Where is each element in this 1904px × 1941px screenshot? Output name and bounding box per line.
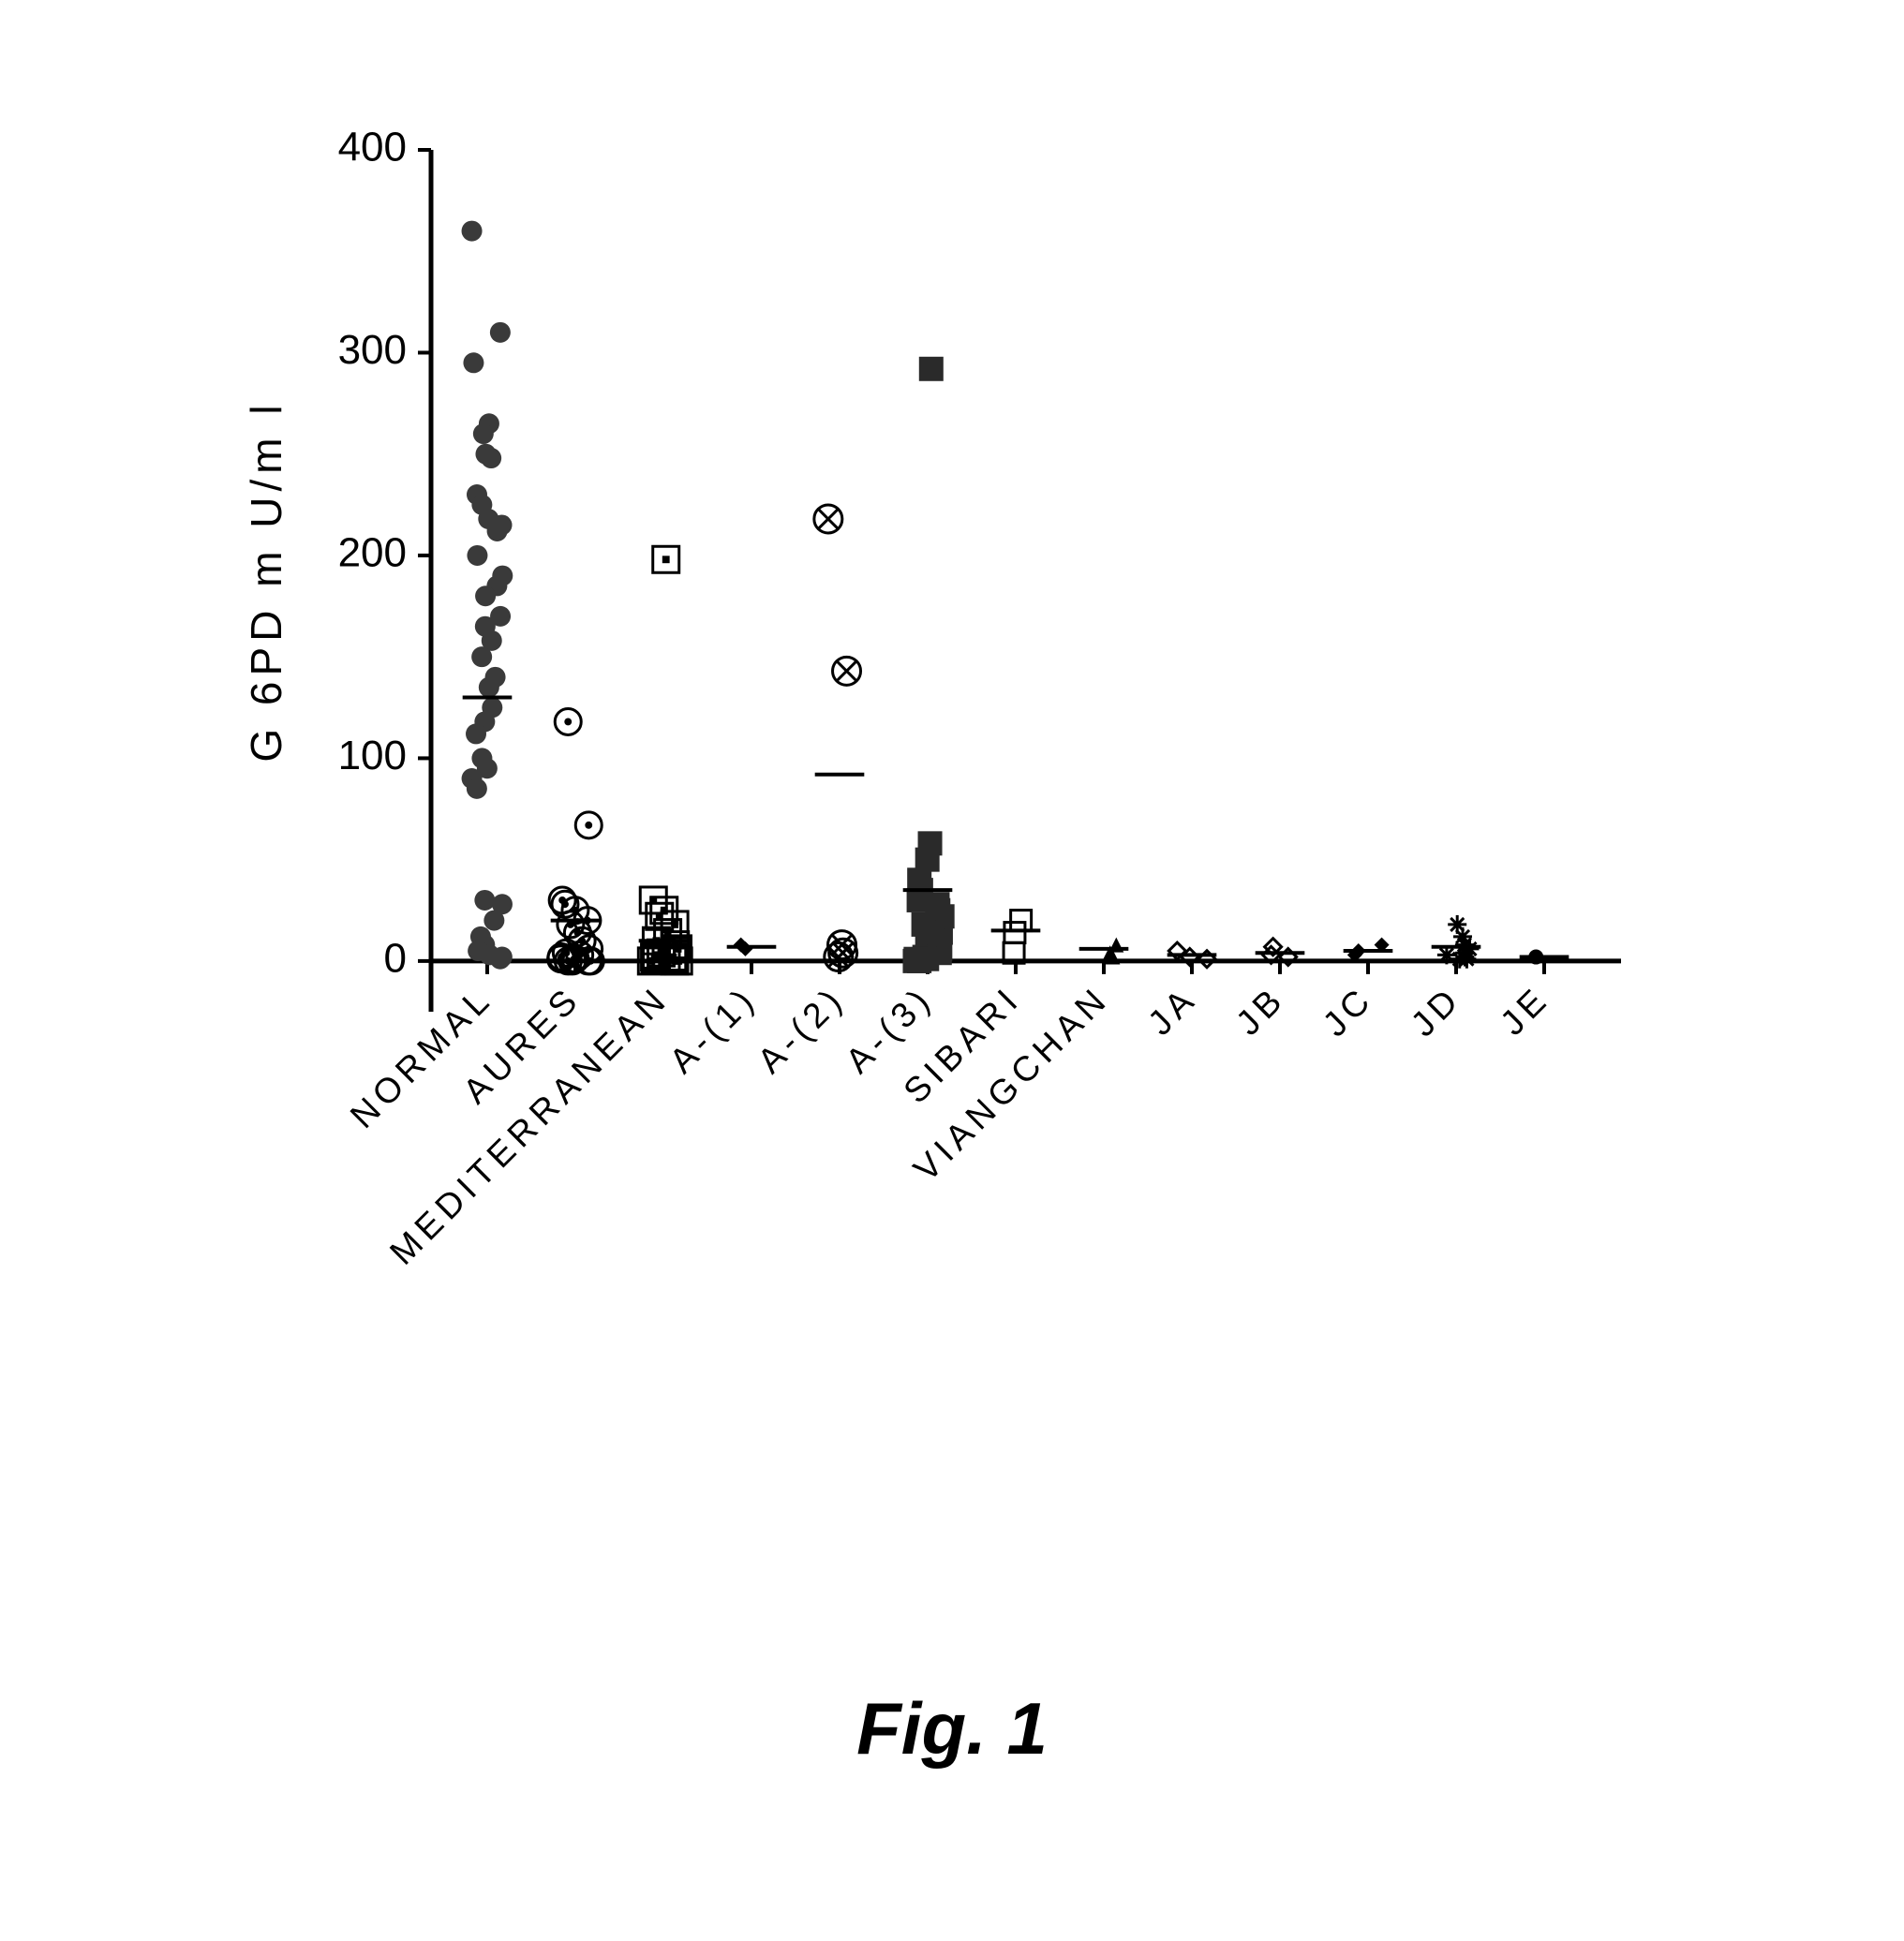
figure-caption: Fig. 1 bbox=[0, 1686, 1904, 1771]
svg-text:JE: JE bbox=[1493, 978, 1557, 1043]
svg-text:200: 200 bbox=[338, 530, 407, 576]
svg-text:A-(2): A-(2) bbox=[750, 978, 853, 1081]
svg-text:300: 300 bbox=[338, 327, 407, 373]
svg-text:JD: JD bbox=[1403, 978, 1469, 1045]
svg-text:JB: JB bbox=[1228, 978, 1293, 1043]
svg-text:400: 400 bbox=[338, 125, 407, 170]
svg-text:JC: JC bbox=[1315, 978, 1381, 1045]
scatter-chart: 0100200300400G 6PD m U/m lNORMALAURESMED… bbox=[244, 94, 1649, 1499]
svg-text:G 6PD m U/m l: G 6PD m U/m l bbox=[244, 399, 290, 762]
chart-container: 0100200300400G 6PD m U/m lNORMALAURESMED… bbox=[244, 94, 1649, 1499]
svg-text:A-(1): A-(1) bbox=[662, 978, 765, 1081]
svg-text:NORMAL: NORMAL bbox=[342, 978, 499, 1135]
page: 0100200300400G 6PD m U/m lNORMALAURESMED… bbox=[0, 0, 1904, 1941]
svg-text:JA: JA bbox=[1140, 978, 1205, 1043]
svg-text:100: 100 bbox=[338, 733, 407, 778]
svg-text:0: 0 bbox=[384, 936, 407, 982]
